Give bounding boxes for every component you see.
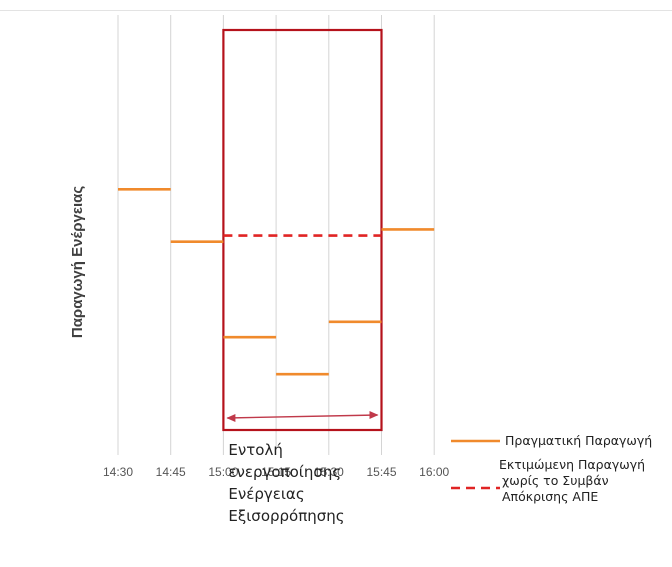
highlight-rect <box>222 28 383 432</box>
x-tick-label: 15:15 <box>261 465 291 479</box>
legend-label-estimated-line: χωρίς το Συμβάν <box>502 473 609 488</box>
annotation-line: Ενέργειας <box>228 485 304 503</box>
duration-arrow-head-right <box>369 411 379 419</box>
duration-arrow-head-left <box>226 414 236 422</box>
legend-label-estimated-line: Απόκρισης ΑΠΕ <box>502 489 598 504</box>
x-tick-label: 15:00 <box>208 465 238 479</box>
legend-label-actual: Πραγματική Παραγωγή <box>505 433 652 448</box>
x-tick-label: 14:45 <box>156 465 186 479</box>
legend: Πραγματική Παραγωγή Εκτιμώμενη Παραγωγήχω… <box>451 433 652 504</box>
x-tick-label: 15:30 <box>314 465 344 479</box>
series-group <box>118 188 435 376</box>
annotation-line: Εντολή <box>228 441 282 459</box>
legend-label-estimated-line: Εκτιμώμενη Παραγωγή <box>499 457 645 472</box>
x-tick-labels: 14:30 14:45 15:00 15:15 15:30 15:45 16:00 <box>103 465 450 479</box>
highlight-window <box>222 28 383 432</box>
highlight-annotation: Εντολή ενεργοποίησης Ενέργειας Εξισορρόπηση… <box>228 441 344 525</box>
x-tick-label: 15:45 <box>366 465 396 479</box>
annotation-line: ενεργοποίησης <box>228 463 341 481</box>
y-axis-label: Παραγωγή Ενέργειας <box>69 186 86 338</box>
duration-arrow-line <box>227 414 378 419</box>
x-tick-label: 14:30 <box>103 465 133 479</box>
x-tick-label: 16:00 <box>419 465 449 479</box>
annotation-line: Εξισορρόπησης <box>228 507 344 525</box>
